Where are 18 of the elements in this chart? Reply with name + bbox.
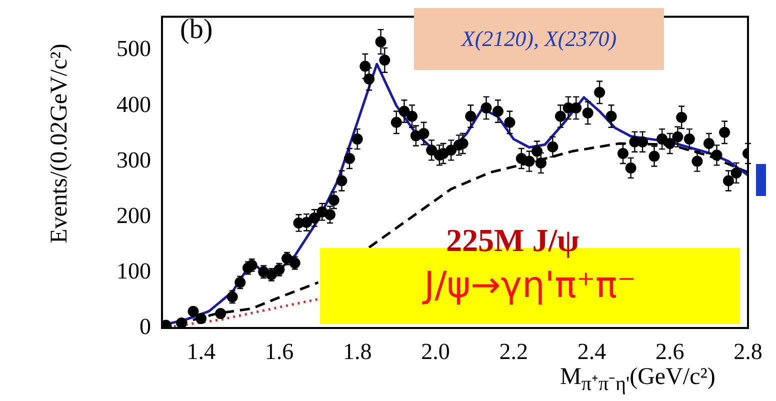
x-tick-label: 1.4 (186, 338, 216, 364)
y-tick-label: 400 (116, 92, 151, 117)
x-tick-label: 2.0 (421, 338, 450, 364)
y-tick-label: 300 (116, 147, 151, 172)
y-tick-label: 100 (116, 258, 151, 284)
x-tick-label: 1.6 (264, 338, 294, 364)
y-tick-label: 0 (140, 314, 151, 340)
annotation: (b) (180, 14, 213, 46)
x-tick-label: 2.8 (734, 338, 762, 364)
x-tick-label: 2.2 (499, 338, 528, 364)
y-tick-label: 500 (116, 36, 151, 62)
x-axis-title: M$_{π⁺π⁻η'}$(GeV/c²) (560, 364, 716, 396)
y-tick-label: 200 (116, 202, 151, 228)
x-tick-label: 2.6 (655, 338, 684, 364)
y-axis-title: Events/(0.02GeV/c²) (46, 42, 74, 246)
x-tick-label: 2.4 (577, 338, 607, 364)
annotation: J/ψ→γη'π⁺π⁻ (424, 265, 636, 306)
x-tick-label: 1.8 (342, 338, 372, 364)
